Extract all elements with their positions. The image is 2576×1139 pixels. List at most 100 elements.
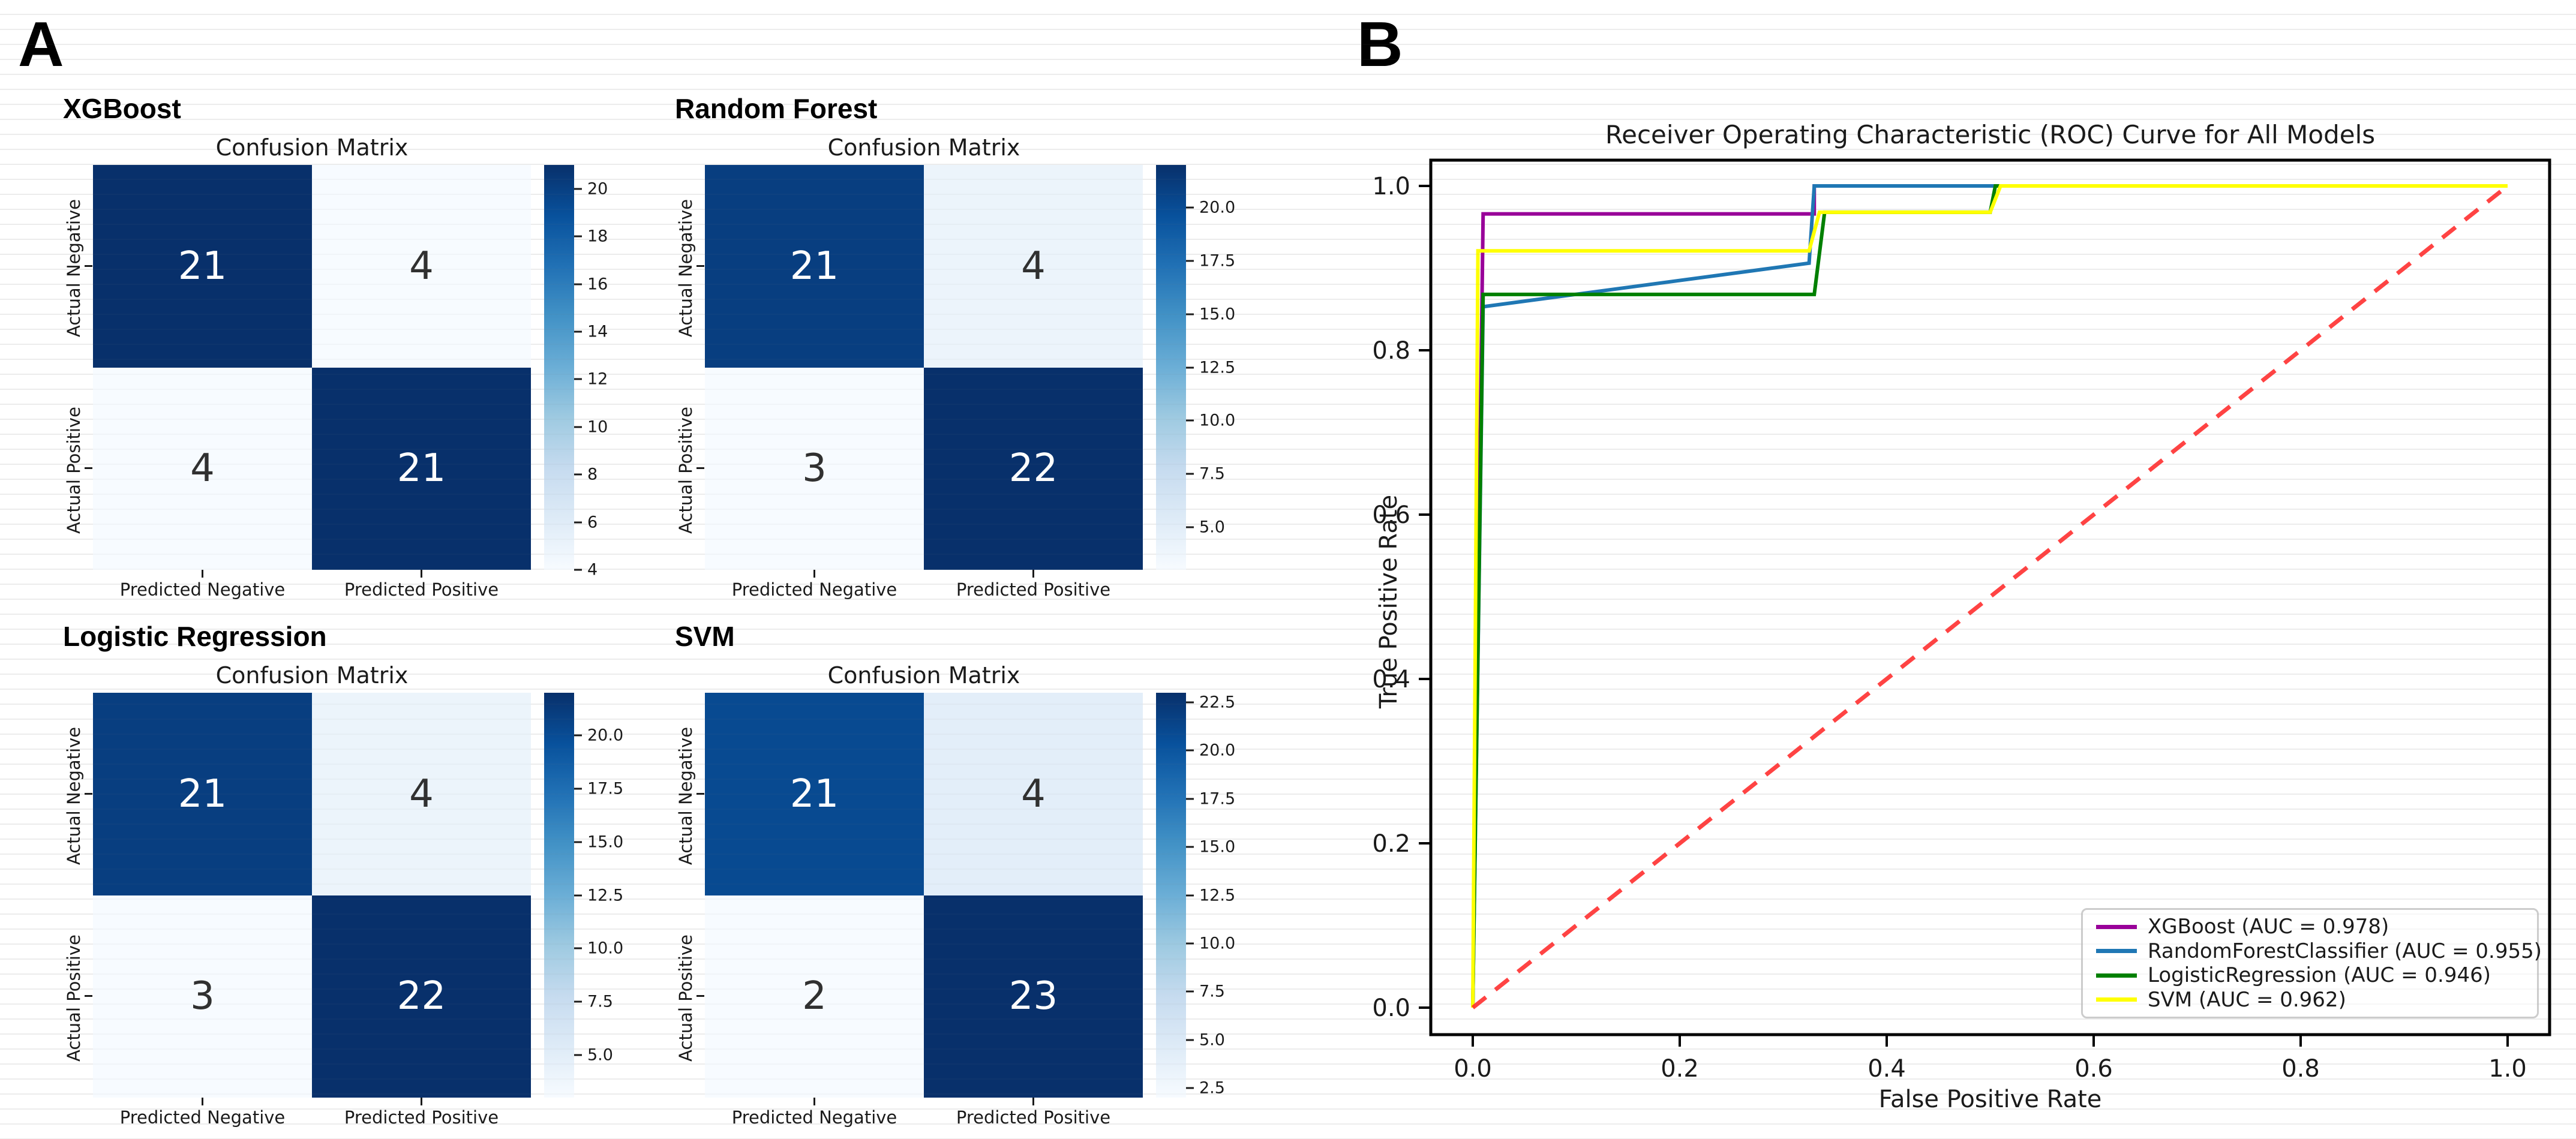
heatmap-cell-fn: 3 — [93, 895, 312, 1098]
heatmap-cell-fp: 4 — [924, 165, 1143, 368]
y-tick-mark — [85, 793, 92, 795]
colorbar-tick: 20.0 — [1186, 741, 1235, 760]
heatmap-cell-fp: 4 — [924, 693, 1143, 895]
x-axis-col-label: Predicted Positive — [956, 1107, 1111, 1128]
subplot-model-title: Logistic Regression — [63, 621, 327, 652]
x-tick-mark — [1032, 570, 1034, 578]
colorbar-tick-mark — [1186, 798, 1194, 800]
colorbar-tick-mark — [1186, 473, 1194, 475]
y-tick-mark — [696, 793, 704, 795]
colorbar-tick: 12.5 — [1186, 886, 1235, 904]
x-tick-mark — [421, 1098, 422, 1105]
colorbar-tick-mark — [1186, 846, 1194, 848]
heatmap-cell-tn: 21 — [93, 693, 312, 895]
colorbar-tick: 10.0 — [1186, 934, 1235, 952]
colorbar-tick-label: 18 — [587, 227, 608, 246]
legend-label: SVM (AUC = 0.962) — [2148, 987, 2346, 1012]
colorbar-tick-mark — [574, 569, 582, 571]
colorbar-tick-mark — [574, 1000, 582, 1003]
colorbar-tick: 10.0 — [574, 939, 623, 958]
colorbar-tick-label: 10 — [587, 417, 608, 437]
colorbar-ticks: 4 6 8 10 12 14 16 18 20 — [574, 165, 664, 579]
x-tick-label: 0.0 — [1454, 1055, 1492, 1083]
colorbar-tick-mark — [1186, 701, 1194, 704]
y-axis-row-label: Actual Positive — [675, 934, 696, 1062]
colorbar-tick: 7.5 — [574, 993, 613, 1011]
heatmap-cell-fp: 4 — [312, 165, 531, 368]
colorbar-tick-label: 7.5 — [1199, 464, 1225, 483]
y-axis-row-label: Actual Positive — [64, 934, 84, 1062]
heatmap-cell-tp: 23 — [924, 895, 1143, 1098]
colorbar-tick: 20.0 — [574, 726, 623, 745]
confusion-matrix-random-forest: Random Forest Confusion Matrix 21 4 3 22… — [669, 84, 1293, 612]
x-axis-col-label: Predicted Negative — [731, 579, 897, 600]
y-tick-label: 0.8 — [1372, 337, 1410, 365]
x-tick-mark — [202, 1098, 203, 1105]
heatmap-cell-tn: 21 — [93, 165, 312, 368]
roc-panel: Receiver Operating Characteristic (ROC) … — [1368, 72, 2576, 1139]
confusion-matrix-title: Confusion Matrix — [215, 662, 409, 689]
y-tick-label: 0.6 — [1372, 501, 1410, 529]
heatmap-cell-tp: 22 — [924, 367, 1143, 570]
heatmap: 21 4 4 21 — [93, 165, 531, 570]
y-axis-row-label: Actual Positive — [675, 407, 696, 534]
x-tick-label: 1.0 — [2488, 1055, 2527, 1083]
colorbar-tick-label: 5.0 — [1199, 1030, 1225, 1050]
x-tick-label: 0.4 — [1868, 1055, 1906, 1083]
y-tick-label: 0.4 — [1372, 666, 1410, 693]
colorbar-tick-label: 7.5 — [587, 992, 613, 1011]
colorbar-tick: 17.5 — [1186, 251, 1235, 270]
heatmap-cell-fn: 2 — [705, 895, 924, 1098]
colorbar-tick-mark — [1186, 1039, 1194, 1041]
colorbar-tick-label: 17.5 — [587, 779, 624, 798]
colorbar-tick-label: 12 — [587, 369, 608, 389]
y-tick-mark — [85, 995, 92, 997]
colorbar-tick: 15.0 — [1186, 305, 1235, 323]
colorbar-tick: 20.0 — [1186, 199, 1235, 217]
colorbar-tick: 17.5 — [1186, 789, 1235, 808]
colorbar-tick-label: 6 — [587, 513, 598, 532]
colorbar-tick-label: 10.0 — [1199, 934, 1236, 953]
colorbar-tick-mark — [574, 521, 582, 524]
colorbar-tick-label: 10.0 — [1199, 411, 1236, 430]
colorbar-tick-mark — [1186, 526, 1194, 528]
colorbar-tick: 14 — [574, 322, 608, 341]
colorbar-tick-label: 22.5 — [1199, 693, 1236, 712]
heatmap-cell-tn: 21 — [705, 165, 924, 368]
y-axis-label: True Positive Rate — [1375, 494, 1403, 709]
colorbar-tick: 18 — [574, 227, 608, 246]
colorbar-tick-label: 15.0 — [587, 833, 624, 852]
colorbar-tick: 8 — [574, 465, 598, 484]
colorbar-tick-label: 14 — [587, 322, 608, 341]
colorbar-tick-label: 5.0 — [1199, 518, 1225, 537]
colorbar-tick: 15.0 — [1186, 838, 1235, 856]
colorbar-tick: 15.0 — [574, 833, 623, 851]
colorbar: 5.0 7.5 10.0 12.5 15.0 17.5 20.0 — [544, 693, 623, 1098]
colorbar-tick-label: 17.5 — [1199, 251, 1236, 271]
colorbar-tick-mark — [1186, 419, 1194, 422]
y-tick-mark — [85, 265, 92, 267]
colorbar-tick: 16 — [574, 275, 608, 293]
heatmap-cell-fn: 3 — [705, 367, 924, 570]
x-tick-label: 0.6 — [2074, 1055, 2113, 1083]
colorbar-ticks: 2.5 5.0 7.5 10.0 12.5 15.0 17.5 20.0 22.5 — [1186, 693, 1276, 1098]
colorbar-tick: 12.5 — [574, 886, 623, 904]
x-axis-col-label: Predicted Positive — [344, 1107, 499, 1128]
y-tick-mark — [85, 467, 92, 469]
colorbar-tick-label: 20 — [587, 179, 608, 199]
x-tick-mark — [813, 1098, 815, 1105]
x-tick-label: 0.8 — [2281, 1055, 2320, 1083]
plot-frame — [1429, 158, 2551, 1036]
x-axis-label: False Positive Rate — [1878, 1086, 2102, 1113]
colorbar-tick-mark — [574, 1054, 582, 1056]
colorbar-tick-mark — [574, 841, 582, 843]
legend-item: XGBoost (AUC = 0.978) — [2096, 915, 2537, 939]
colorbar-tick-mark — [1186, 749, 1194, 752]
colorbar-tick-label: 4 — [587, 560, 598, 579]
roc-legend: XGBoost (AUC = 0.978) RandomForestClassi… — [2081, 908, 2542, 1018]
legend-label: RandomForestClassifier (AUC = 0.955) — [2148, 939, 2542, 963]
legend-line-swatch — [2096, 973, 2137, 978]
subplot-model-title: XGBoost — [63, 93, 181, 124]
colorbar-tick-mark — [1186, 206, 1194, 209]
